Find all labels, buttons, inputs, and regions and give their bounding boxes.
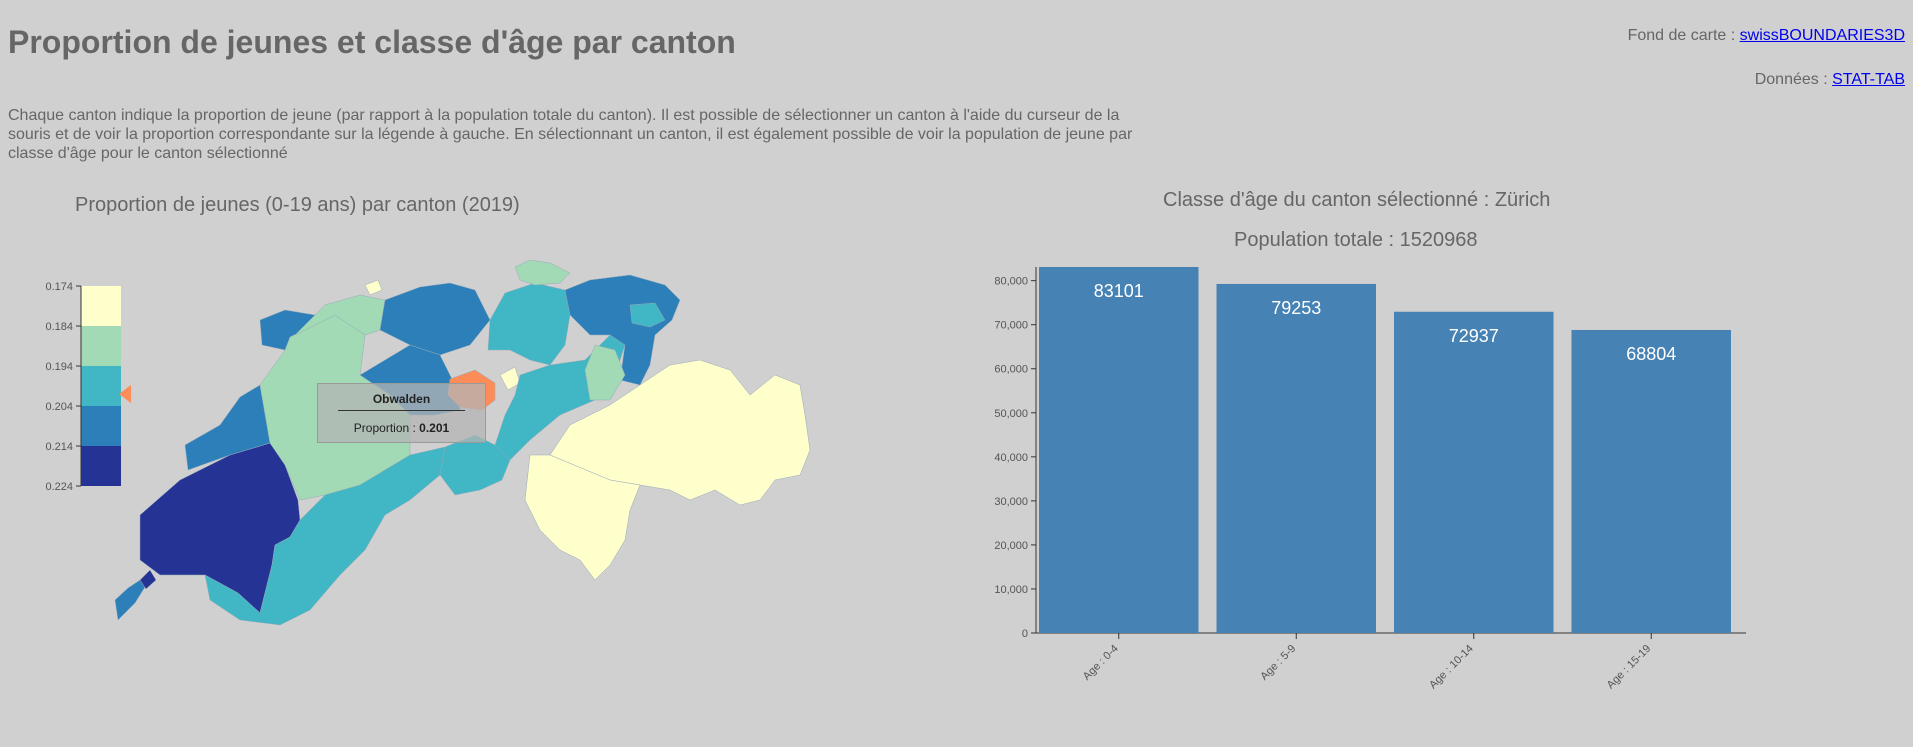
tooltip-canton-name: Obwalden bbox=[338, 392, 465, 411]
canton-graubuenden[interactable] bbox=[549, 359, 811, 506]
x-tick-label: Age : 0-4 bbox=[1081, 643, 1121, 683]
credit-basemap-link[interactable]: swissBOUNDARIES3D bbox=[1739, 27, 1905, 44]
age-class-bar-chart: 0 10,000 20,000 30,000 40,000 50,000 60,000 70,… bbox=[994, 267, 1746, 692]
canton-zurich[interactable] bbox=[487, 282, 571, 366]
map-legend: 0.174 0.184 0.194 0.204 0.214 0.224 bbox=[45, 281, 131, 493]
y-tick-label: 40,000 bbox=[994, 452, 1028, 464]
legend-swatch bbox=[81, 326, 121, 366]
y-tick-label: 20,000 bbox=[994, 540, 1028, 552]
credit-basemap-label: Fond de carte : bbox=[1627, 27, 1740, 44]
legend-tick-label: 0.204 bbox=[45, 401, 73, 413]
legend-swatch bbox=[81, 366, 121, 406]
legend-swatch bbox=[81, 446, 121, 486]
tooltip-proportion-label: Proportion : bbox=[353, 421, 420, 435]
tooltip-proportion: Proportion : 0.201 bbox=[318, 421, 485, 435]
x-tick-label: Age : 15-19 bbox=[1605, 643, 1654, 692]
y-tick-label: 50,000 bbox=[994, 408, 1028, 420]
canton-appenzell[interactable] bbox=[629, 302, 666, 328]
intro-text: Chaque canton indique la proportion de j… bbox=[8, 107, 1133, 162]
x-tick-label: Age : 10-14 bbox=[1427, 643, 1476, 692]
bar-value-label: 72937 bbox=[1449, 326, 1499, 346]
map-tooltip: Obwalden Proportion : 0.201 bbox=[317, 383, 486, 443]
legend-tick-label: 0.214 bbox=[45, 441, 73, 453]
y-tick-label: 60,000 bbox=[994, 364, 1028, 376]
canton-glarus[interactable] bbox=[584, 344, 626, 401]
bar-value-label: 83101 bbox=[1094, 281, 1144, 301]
tooltip-proportion-value: 0.201 bbox=[419, 421, 450, 435]
bar[interactable] bbox=[1216, 283, 1377, 633]
page-title: Proportion de jeunes et classe d'âge par… bbox=[8, 24, 736, 60]
credit-data-link[interactable]: STAT-TAB bbox=[1832, 71, 1905, 88]
bar[interactable] bbox=[1571, 329, 1732, 633]
map-title: Proportion de jeunes (0-19 ans) par cant… bbox=[75, 194, 520, 216]
bar[interactable] bbox=[1394, 311, 1554, 633]
legend-tick-label: 0.184 bbox=[45, 321, 73, 333]
bar-chart-subtitle: Population totale : 1520968 bbox=[1234, 229, 1478, 251]
legend-tick-label: 0.194 bbox=[45, 361, 73, 373]
canton-st-gallen[interactable] bbox=[564, 274, 681, 386]
credit-data: Données : STAT-TAB bbox=[1755, 71, 1905, 89]
y-tick-label: 10,000 bbox=[994, 584, 1028, 596]
legend-tick-label: 0.174 bbox=[45, 281, 73, 293]
y-tick-label: 0 bbox=[1022, 628, 1028, 640]
bar[interactable] bbox=[1039, 267, 1199, 633]
canton-geneva-2[interactable] bbox=[139, 569, 157, 590]
switzerland-map[interactable] bbox=[110, 259, 850, 695]
legend-swatch bbox=[81, 406, 121, 446]
credit-data-label: Données : bbox=[1754, 71, 1833, 88]
legend-marker bbox=[119, 385, 131, 403]
bar-chart-title: Classe d'âge du canton sélectionné : Zür… bbox=[1163, 189, 1551, 211]
canton-geneva[interactable] bbox=[114, 579, 146, 621]
y-tick-label: 80,000 bbox=[994, 276, 1028, 288]
canton-ticino[interactable] bbox=[524, 454, 641, 581]
canton-schaffhausen[interactable] bbox=[514, 259, 571, 286]
y-tick-label: 30,000 bbox=[994, 496, 1028, 508]
credit-basemap: Fond de carte : swissBOUNDARIES3D bbox=[1628, 27, 1905, 45]
canton-aargau[interactable] bbox=[379, 282, 491, 356]
bar-value-label: 79253 bbox=[1271, 298, 1321, 318]
y-tick-label: 70,000 bbox=[994, 320, 1028, 332]
bar-value-label: 68804 bbox=[1626, 344, 1676, 364]
canton-basel[interactable] bbox=[364, 279, 383, 296]
legend-swatch bbox=[81, 286, 121, 326]
x-tick-label: Age : 5-9 bbox=[1258, 643, 1298, 683]
legend-tick-label: 0.224 bbox=[45, 481, 73, 493]
